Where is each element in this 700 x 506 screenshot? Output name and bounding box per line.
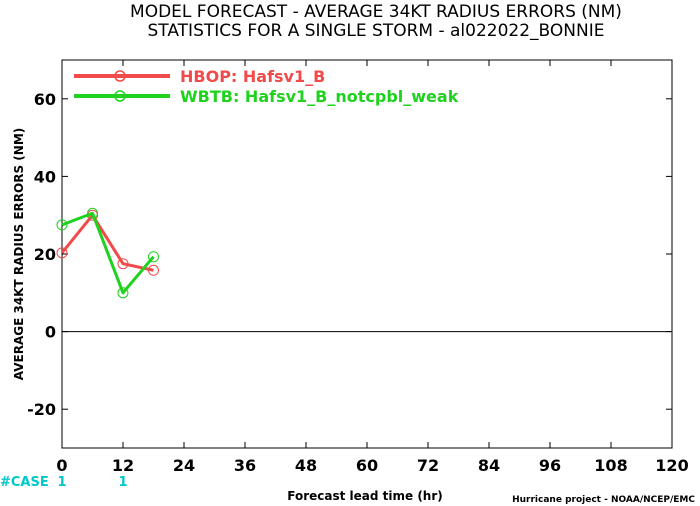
x-tick-label: 12	[112, 456, 134, 475]
plot-frame	[61, 59, 673, 449]
x-tick-label: 36	[234, 456, 256, 475]
x-tick-label: 72	[417, 456, 439, 475]
legend-marker	[114, 70, 126, 82]
chart-title: MODEL FORECAST - AVERAGE 34KT RADIUS ERR…	[130, 2, 622, 22]
legend-label: WBTB: Hafsv1_B_notcpbl_weak	[180, 87, 459, 106]
data-point	[117, 287, 129, 299]
y-axis-label: AVERAGE 34KT RADIUS ERRORS (NM)	[12, 128, 26, 380]
legend-label: HBOP: Hafsv1_B	[180, 67, 325, 86]
x-axis-label: Forecast lead time (hr)	[287, 489, 443, 503]
y-tick-label: 0	[45, 323, 56, 342]
x-tick-label: 60	[356, 456, 378, 475]
legend-marker	[114, 90, 126, 102]
case-count: 1	[118, 475, 127, 490]
data-point	[56, 219, 68, 231]
data-point	[87, 207, 98, 219]
x-tick-label: 48	[295, 456, 317, 475]
x-tick-label: 84	[478, 456, 500, 475]
case-label: #CASE	[0, 475, 49, 490]
y-tick-label: -20	[27, 400, 56, 419]
y-tick-label: 20	[34, 245, 56, 264]
x-tick-label: 108	[594, 456, 627, 475]
data-point	[148, 264, 159, 276]
y-tick-label: 40	[34, 167, 56, 186]
data-point	[56, 247, 68, 259]
credit-text: Hurricane project - NOAA/NCEP/EMC	[512, 495, 695, 505]
case-count: 1	[57, 475, 66, 490]
x-tick-label: 0	[56, 456, 67, 475]
series-line-2	[61, 211, 155, 295]
x-tick-label: 24	[173, 456, 195, 475]
data-point	[148, 251, 159, 263]
series-line-1	[60, 213, 154, 272]
x-tick-label: 120	[655, 456, 688, 475]
data-point	[117, 258, 129, 270]
x-axis-ticks: 0 12 24 36 48 60 72 84 96 108 120	[56, 60, 689, 475]
y-tick-label: 60	[34, 90, 56, 109]
y-axis-ticks: -20 0 20 40 60	[27, 90, 672, 419]
series-group	[56, 207, 159, 299]
chart-subtitle: STATISTICS FOR A SINGLE STORM - al022022…	[148, 21, 605, 41]
x-tick-label: 96	[539, 456, 561, 475]
